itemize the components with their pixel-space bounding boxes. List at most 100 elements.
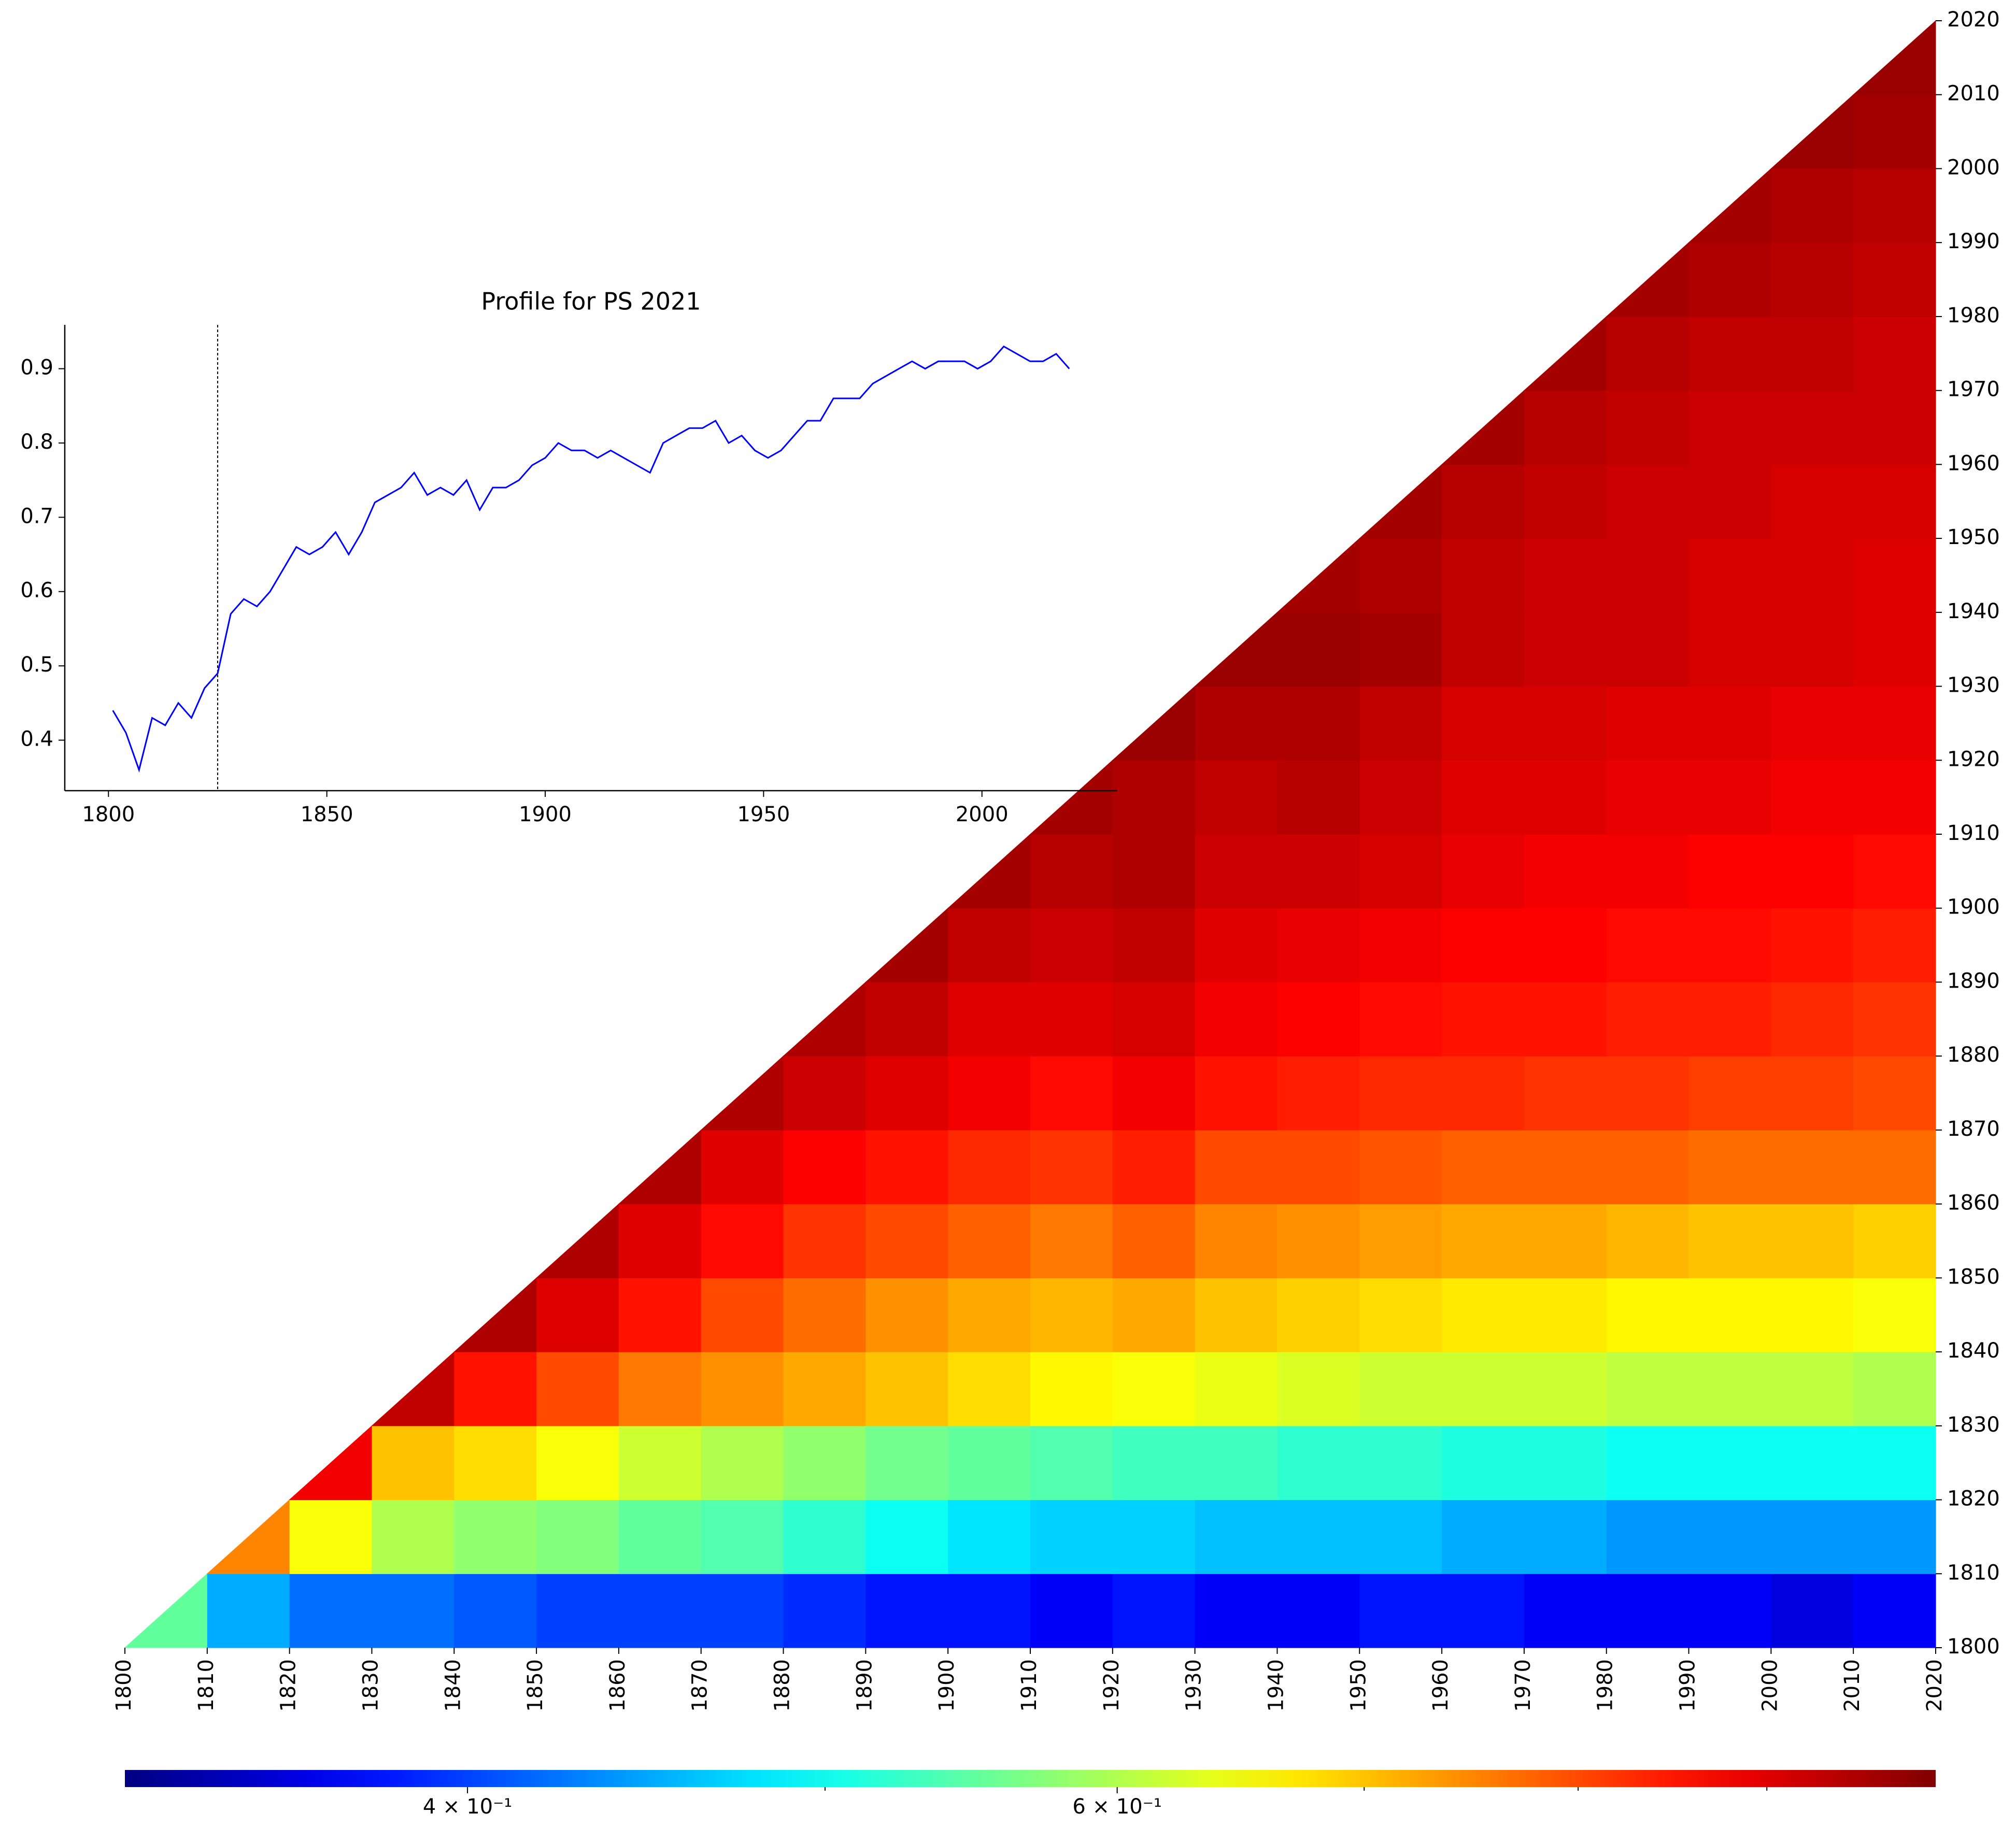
- heat-cell: [1112, 1425, 1196, 1501]
- heat-cell: [1112, 1499, 1196, 1574]
- heat-cell: [1853, 94, 1936, 169]
- y-tick-label: 2020: [1947, 8, 2000, 32]
- y-tick-label: 1840: [1947, 1339, 2000, 1363]
- data-line: [112, 345, 1070, 773]
- heat-cell: [865, 1352, 948, 1426]
- x-tick-label: 1990: [1676, 1659, 1700, 1712]
- x-tick-label: 1800: [112, 1659, 136, 1712]
- y-tick-label: 0.6: [20, 579, 53, 603]
- heat-cell: [701, 1130, 784, 1205]
- heat-cell: [1112, 1574, 1196, 1648]
- heat-cell: [1853, 1278, 1936, 1352]
- heat-cell: [1195, 982, 1278, 1056]
- heat-cell: [1771, 1278, 1854, 1352]
- heat-cell: [1688, 1204, 1771, 1278]
- heat-cell: [536, 1425, 619, 1501]
- heat-cell: [1442, 612, 1525, 687]
- heat-cell: [865, 1056, 948, 1131]
- heat-cell: [1359, 760, 1442, 835]
- colorbar-tick-label: 6 × 10⁻¹: [1072, 1795, 1161, 1819]
- heat-cell: [1688, 1574, 1771, 1648]
- heat-cell: [1524, 834, 1607, 909]
- heat-cell: [1688, 982, 1771, 1056]
- heat-cell: [1853, 1574, 1936, 1648]
- x-tick-label: 1850: [301, 803, 353, 826]
- heat-cell: [1606, 834, 1690, 909]
- heat-cell: [1771, 1056, 1854, 1131]
- y-tick-label: 0.7: [20, 504, 53, 528]
- heat-cell: [1195, 1056, 1278, 1131]
- x-tick-label: 1880: [771, 1659, 794, 1712]
- heat-cell: [1688, 242, 1771, 317]
- x-tick-label: 1830: [359, 1659, 382, 1712]
- heat-cell: [1112, 1056, 1196, 1131]
- heat-cell: [948, 1352, 1031, 1426]
- heat-cell: [1771, 316, 1854, 391]
- heat-cell: [1853, 390, 1936, 465]
- heat-cell: [1771, 686, 1854, 761]
- y-tick-label: 2000: [1947, 155, 2000, 179]
- heat-cell: [1853, 1204, 1936, 1278]
- heat-cell: [1359, 1352, 1442, 1426]
- heat-cell: [207, 1574, 290, 1648]
- heat-cell: [1112, 1130, 1196, 1205]
- heat-cell: [1606, 908, 1690, 983]
- x-tick-label: 1920: [1100, 1659, 1124, 1712]
- heat-cell: [1277, 1130, 1360, 1205]
- heat-cell: [1606, 464, 1690, 539]
- heat-cell: [1195, 1425, 1278, 1501]
- y-tick-label: 1940: [1947, 599, 2000, 623]
- heat-cell: [1442, 1574, 1525, 1648]
- heat-cell: [1688, 1499, 1771, 1574]
- heat-cell: [1112, 1278, 1196, 1352]
- heat-cell: [1195, 1204, 1278, 1278]
- y-tick-label: 1900: [1947, 895, 2000, 919]
- heat-cell: [1030, 908, 1113, 983]
- heat-cell: [1688, 686, 1771, 761]
- heat-cell: [454, 1425, 537, 1501]
- heat-cell: [1606, 982, 1690, 1056]
- heat-cell: [1853, 908, 1936, 983]
- y-tick-label: 1950: [1947, 525, 2000, 549]
- heat-cell: [1195, 1499, 1278, 1574]
- y-tick-label: 1810: [1947, 1561, 2000, 1584]
- heat-cell: [948, 1204, 1031, 1278]
- heat-cell: [1277, 760, 1360, 835]
- heat-cell: [454, 1352, 537, 1426]
- x-tick-label: 1890: [853, 1659, 876, 1712]
- heat-cell: [1606, 1278, 1690, 1352]
- chart-title: Profile for PS 2021: [481, 288, 701, 316]
- y-tick-label: 1860: [1947, 1191, 2000, 1215]
- heat-cell: [1688, 538, 1771, 613]
- heat-cell: [1524, 464, 1607, 539]
- heat-cell: [1195, 1130, 1278, 1205]
- heat-cell: [1688, 316, 1771, 391]
- heat-cell: [1852, 20, 1936, 95]
- heat-cell: [1359, 538, 1442, 613]
- heat-cell: [1606, 1425, 1690, 1501]
- y-tick-label: 0.8: [20, 430, 53, 454]
- heat-cell: [1524, 1056, 1607, 1131]
- heat-cell: [1688, 464, 1771, 539]
- heat-cell: [1771, 1130, 1854, 1205]
- heat-cell: [1771, 1499, 1854, 1574]
- heat-cell: [1030, 834, 1113, 909]
- heat-cell: [948, 908, 1031, 983]
- heat-cell: [1442, 982, 1525, 1056]
- heat-cell: [1524, 1130, 1607, 1205]
- heat-cell: [1442, 760, 1525, 835]
- x-tick-label: 1980: [1594, 1659, 1617, 1712]
- heat-cell: [536, 1499, 619, 1574]
- heat-cell: [1606, 1574, 1690, 1648]
- heat-cell: [1688, 834, 1771, 909]
- heat-cell: [1359, 834, 1442, 909]
- heat-cell: [1277, 1056, 1360, 1131]
- heat-cell: [1688, 1056, 1771, 1131]
- heat-cell: [1359, 686, 1442, 761]
- x-tick-label: 2020: [1923, 1659, 1947, 1712]
- heat-cell: [1853, 982, 1936, 1056]
- heat-cell: [1030, 1130, 1113, 1205]
- heat-cell: [289, 1499, 373, 1574]
- heat-cell: [783, 1204, 866, 1278]
